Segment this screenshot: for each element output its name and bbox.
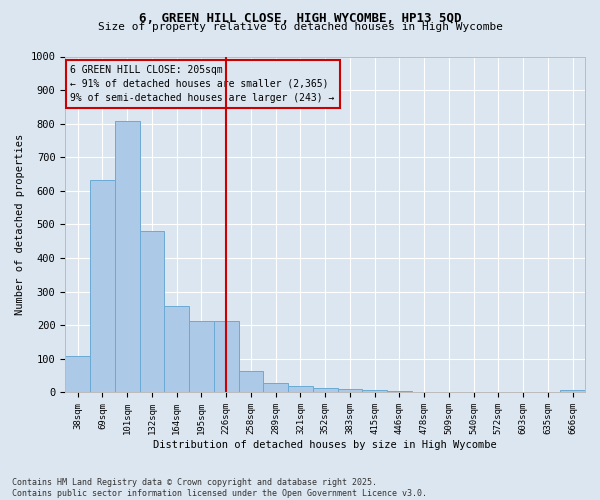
Bar bbox=[362, 390, 387, 392]
Text: Size of property relative to detached houses in High Wycombe: Size of property relative to detached ho… bbox=[97, 22, 503, 32]
Bar bbox=[115, 121, 140, 392]
Bar bbox=[239, 370, 263, 392]
Bar bbox=[164, 306, 189, 392]
Text: 6, GREEN HILL CLOSE, HIGH WYCOMBE, HP13 5QD: 6, GREEN HILL CLOSE, HIGH WYCOMBE, HP13 … bbox=[139, 12, 461, 26]
Bar bbox=[313, 388, 338, 392]
Text: 6 GREEN HILL CLOSE: 205sqm
← 91% of detached houses are smaller (2,365)
9% of se: 6 GREEN HILL CLOSE: 205sqm ← 91% of deta… bbox=[70, 65, 335, 103]
X-axis label: Distribution of detached houses by size in High Wycombe: Distribution of detached houses by size … bbox=[153, 440, 497, 450]
Bar bbox=[140, 230, 164, 392]
Bar bbox=[263, 384, 288, 392]
Y-axis label: Number of detached properties: Number of detached properties bbox=[15, 134, 25, 315]
Bar bbox=[189, 321, 214, 392]
Bar bbox=[214, 321, 239, 392]
Bar bbox=[560, 390, 585, 392]
Bar bbox=[90, 180, 115, 392]
Text: Contains HM Land Registry data © Crown copyright and database right 2025.
Contai: Contains HM Land Registry data © Crown c… bbox=[12, 478, 427, 498]
Bar bbox=[338, 389, 362, 392]
Bar bbox=[288, 386, 313, 392]
Bar bbox=[65, 356, 90, 393]
